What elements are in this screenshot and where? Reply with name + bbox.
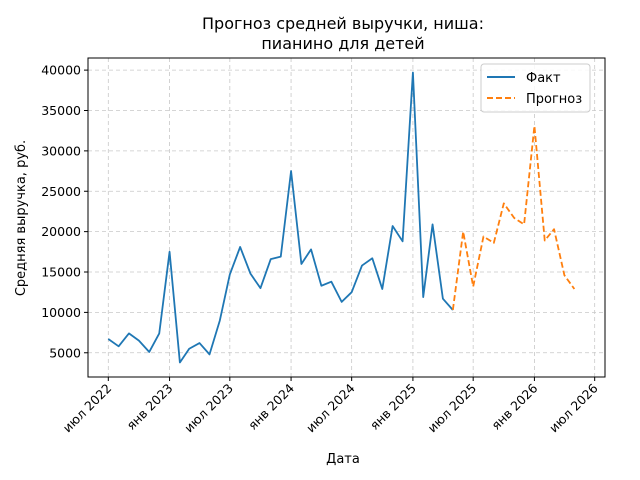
series-line-forecast bbox=[451, 124, 576, 311]
legend-label-forecast: Прогноз bbox=[526, 92, 582, 107]
plot-frame bbox=[87, 57, 606, 378]
y-tick-label: 10000 bbox=[41, 305, 81, 320]
y-tick-label: 20000 bbox=[41, 224, 81, 239]
y-tick-label: 40000 bbox=[41, 63, 81, 78]
series-lines bbox=[107, 71, 576, 364]
y-tick-label: 25000 bbox=[41, 184, 81, 199]
legend-label-fact: Факт bbox=[526, 71, 561, 86]
x-axis-label: Дата bbox=[326, 452, 360, 467]
y-tick-label: 5000 bbox=[49, 345, 81, 360]
legend: Факт Прогноз bbox=[480, 63, 591, 113]
grid bbox=[88, 58, 605, 377]
y-tick-label: 15000 bbox=[41, 265, 81, 280]
y-tick-label: 30000 bbox=[41, 143, 81, 158]
chart-title-line-2: пианино для детей bbox=[261, 34, 424, 53]
series-line-fact bbox=[107, 71, 454, 364]
y-axis-ticks: 5000 10000 15000 20000 25000 30000 35000 40000 bbox=[41, 63, 88, 360]
y-tick-label: 35000 bbox=[41, 103, 81, 118]
y-axis-label: Средняя выручка, руб. bbox=[14, 140, 29, 296]
chart-title-line-1: Прогноз средней выручки, ниша: bbox=[202, 14, 484, 33]
